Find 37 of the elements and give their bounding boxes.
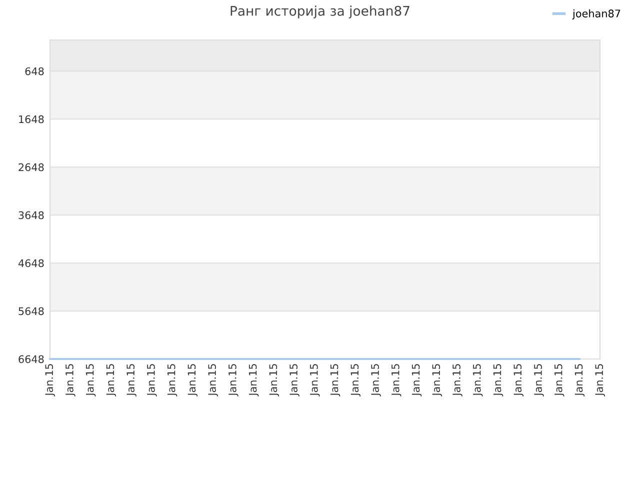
y-tick-label: 3648 bbox=[18, 211, 44, 220]
x-tick-label: Jan.15 bbox=[290, 364, 300, 396]
x-tick-label: Jan.15 bbox=[392, 364, 402, 396]
chart-title: Ранг историја за joehan87 bbox=[230, 6, 410, 18]
y-tick-label: 5648 bbox=[18, 307, 44, 316]
x-tick-label: Jan.15 bbox=[168, 364, 178, 396]
x-tick-label: Jan.15 bbox=[86, 364, 96, 396]
x-tick-label: Jan.15 bbox=[412, 364, 422, 396]
y-tick-label: 1648 bbox=[19, 115, 44, 124]
x-tick-label: Jan.15 bbox=[554, 364, 564, 396]
x-tick-label: Jan.15 bbox=[432, 364, 442, 396]
x-tick-label: Jan.15 bbox=[310, 364, 320, 396]
y-tick-label: 6648 bbox=[18, 355, 44, 364]
x-tick-label: Jan.15 bbox=[452, 364, 462, 396]
x-tick-label: Jan.15 bbox=[228, 364, 238, 396]
x-tick-label: Jan.15 bbox=[574, 364, 585, 396]
x-tick-label: Jan.15 bbox=[514, 364, 524, 396]
x-tick-label: Jan.15 bbox=[350, 364, 361, 396]
x-tick-label: Jan.15 bbox=[473, 364, 483, 396]
x-tick-label: Jan.15 bbox=[269, 364, 280, 396]
x-tick-label: Jan.15 bbox=[208, 364, 218, 396]
y-tick-label: 2648 bbox=[18, 163, 44, 172]
x-tick-label: Jan.15 bbox=[534, 364, 544, 396]
x-tick-label: Jan.15 bbox=[126, 364, 136, 396]
x-tick-label: Jan.15 bbox=[493, 364, 504, 396]
y-tick-label: 648 bbox=[25, 67, 44, 76]
x-tick-label: Jan.15 bbox=[188, 364, 198, 396]
x-tick-label: Jan.15 bbox=[106, 364, 116, 396]
x-tick-label: Jan.15 bbox=[147, 364, 157, 396]
y-tick-label: 4648 bbox=[18, 259, 44, 268]
x-tick-label: Jan.15 bbox=[45, 364, 55, 396]
x-tick-label: Jan.15 bbox=[330, 364, 340, 396]
x-tick-label: Jan.15 bbox=[66, 364, 76, 396]
x-tick-label: Jan.15 bbox=[371, 364, 381, 396]
x-tick-label: Jan.15 bbox=[595, 364, 605, 396]
legend-label: joehan87 bbox=[572, 9, 620, 20]
x-tick-label: Jan.15 bbox=[248, 364, 259, 396]
